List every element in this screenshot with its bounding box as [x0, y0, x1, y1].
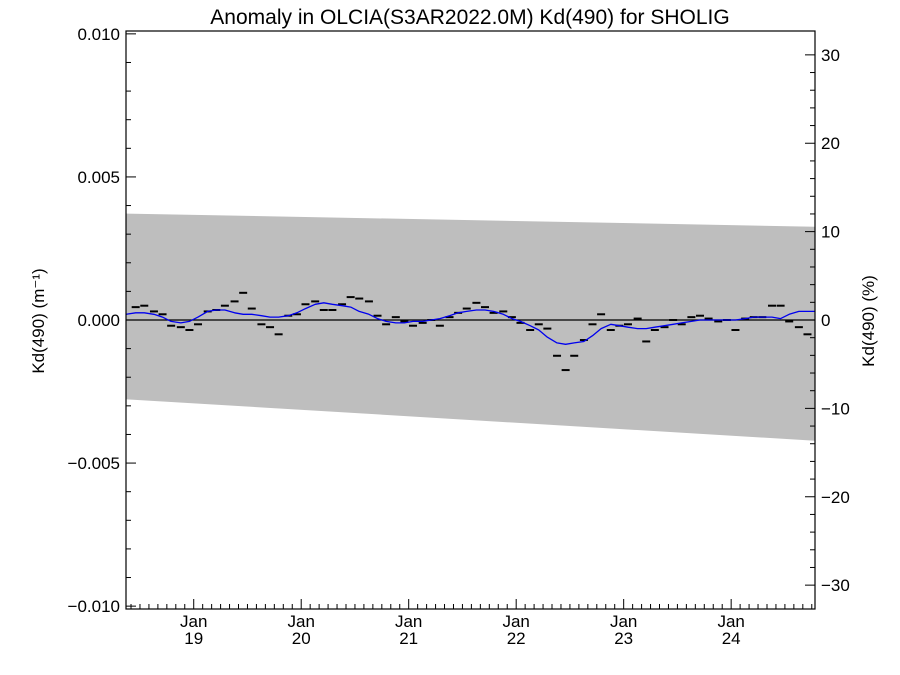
- x-tick-label-year: 20: [292, 629, 311, 648]
- y-tick-label-left: 0.005: [77, 168, 120, 187]
- y-tick-label-right: −30: [821, 576, 850, 595]
- y-tick-label-left: 0.000: [77, 311, 120, 330]
- y-tick-label-right: 10: [821, 223, 840, 242]
- y-tick-label-left: −0.010: [68, 597, 120, 616]
- x-tick-label-month: Jan: [180, 612, 207, 631]
- y-axis-label-left: Kd(490) (m⁻¹): [29, 268, 48, 373]
- x-tick-label-month: Jan: [502, 612, 529, 631]
- y-tick-label-left: 0.010: [77, 25, 120, 44]
- x-tick-label-month: Jan: [610, 612, 637, 631]
- y-tick-label-right: −10: [821, 399, 850, 418]
- y-axis-label-right: Kd(490) (%): [859, 275, 878, 367]
- x-tick-label-year: 24: [722, 629, 741, 648]
- smoothed-series-line: [125, 302, 815, 345]
- uncertainty-band: [126, 213, 815, 441]
- y-tick-label-right: 0: [821, 311, 830, 330]
- y-tick-label-left: −0.005: [68, 454, 120, 473]
- x-tick-label-year: 19: [184, 629, 203, 648]
- x-tick-label-year: 22: [507, 629, 526, 648]
- x-tick-label-month: Jan: [287, 612, 314, 631]
- y-tick-label-right: 20: [821, 134, 840, 153]
- plot-area: [125, 30, 816, 610]
- y-tick-label-right: −20: [821, 488, 850, 507]
- x-tick-label-year: 23: [614, 629, 633, 648]
- x-tick-label-month: Jan: [717, 612, 744, 631]
- x-tick-label-month: Jan: [395, 612, 422, 631]
- chart-title: Anomaly in OLCIA(S3AR2022.0M) Kd(490) fo…: [210, 6, 729, 29]
- x-tick-label-year: 21: [399, 629, 418, 648]
- axis-ticks: 0.010 0.005 0.000 −0.005 −0.010 30 20 10 0 −10 −20…: [68, 25, 850, 648]
- y-tick-label-right: 30: [821, 46, 840, 65]
